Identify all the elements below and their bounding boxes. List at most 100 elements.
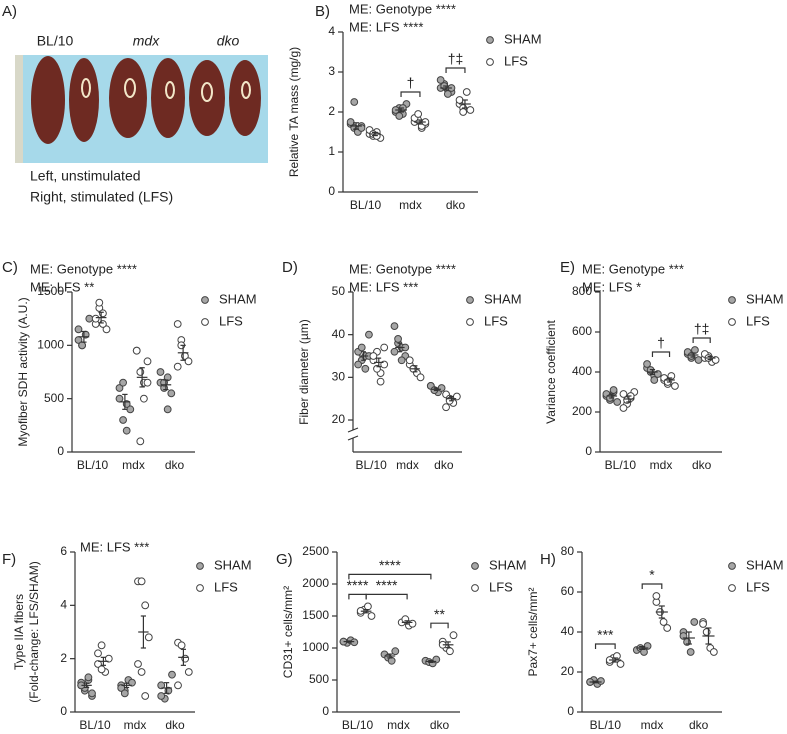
- y-tick-label: 500: [309, 672, 329, 686]
- data-point: [686, 648, 695, 656]
- significance-label: ****: [347, 577, 369, 593]
- data-point: [390, 347, 399, 356]
- y-axis-label: Type IIA fibers: [12, 594, 26, 670]
- x-tick-label: mdx: [387, 718, 410, 732]
- legend-label: LFS: [484, 313, 508, 328]
- data-point: [134, 660, 142, 668]
- significance-bracket: [348, 593, 367, 600]
- data-point: [173, 320, 182, 328]
- significance-label: ****: [376, 577, 398, 593]
- x-tick-label: BL/10: [605, 458, 637, 472]
- legend-marker: [728, 562, 736, 570]
- legend-label: LFS: [214, 579, 238, 594]
- y-tick-label: 80: [561, 544, 575, 558]
- data-point: [609, 386, 618, 394]
- y-tick-label: 40: [332, 327, 346, 341]
- significance-bracket: [400, 91, 421, 97]
- data-point: [102, 325, 111, 334]
- significance-bracket: [445, 67, 466, 73]
- y-tick-label: 60: [561, 584, 575, 598]
- data-point: [354, 360, 363, 369]
- data-point: [390, 322, 399, 331]
- x-tick-label: dko: [165, 458, 185, 472]
- data-point: [157, 692, 166, 700]
- data-point: [436, 76, 445, 84]
- data-point: [394, 335, 402, 343]
- annotation: ME: LFS *: [582, 279, 641, 294]
- x-tick-label: mdx: [124, 718, 147, 732]
- panel: C) ME: Genotype **** ME: LFS ** 0 500 1000 150…: [2, 259, 257, 472]
- data-point: [391, 647, 400, 656]
- annotation: ME: LFS ****: [349, 19, 423, 34]
- panel: B) ME: Genotype **** ME: LFS **** 0 1 2 3 4 Rela…: [287, 1, 541, 212]
- x-tick-label: dko: [446, 198, 466, 212]
- data-point: [357, 343, 366, 352]
- legend-marker: [486, 58, 494, 66]
- x-tick-label: BL/10: [342, 718, 374, 732]
- data-point: [119, 378, 127, 387]
- y-tick-label: 50: [332, 284, 346, 298]
- data-point: [364, 602, 372, 611]
- legend-marker: [471, 562, 479, 570]
- data-point: [137, 668, 146, 676]
- data-point: [652, 592, 661, 600]
- y-axis-label: CD31+ cells/mm²: [281, 586, 295, 678]
- legend-marker: [471, 584, 479, 592]
- significance-bracket: [365, 593, 408, 600]
- caption: Left, unstimulated: [30, 168, 141, 184]
- panel: F) ME: LFS *** 0 2 4 6 Type IIA fibers (Fold-ch…: [2, 539, 252, 732]
- legend-marker: [486, 36, 494, 44]
- legend-label: SHAM: [504, 31, 542, 46]
- axis-break: [347, 427, 359, 433]
- data-point: [405, 356, 414, 365]
- y-axis-label: Pax7+ cells/mm²: [526, 587, 540, 676]
- data-point: [449, 631, 458, 640]
- data-point: [132, 346, 141, 355]
- photo-panel: A) BL/10 mdx dko Left, unstimulated Righ…: [2, 3, 268, 205]
- legend-label: LFS: [489, 579, 513, 594]
- legend-label: SHAM: [746, 557, 784, 572]
- data-point: [141, 601, 150, 610]
- y-tick-label: 200: [572, 404, 592, 418]
- y-tick-label: 20: [332, 412, 346, 426]
- data-point: [74, 325, 83, 334]
- significance-label: †‡: [694, 321, 710, 337]
- y-tick-label: 2500: [302, 544, 329, 558]
- data-point: [143, 357, 152, 366]
- x-tick-label: mdx: [122, 458, 145, 472]
- y-tick-label: 1500: [37, 284, 64, 298]
- x-tick-label: BL/10: [79, 718, 111, 732]
- significance-bracket: [651, 351, 671, 357]
- panel-label: F): [2, 551, 16, 568]
- legend-marker: [728, 296, 736, 304]
- data-point: [346, 118, 355, 126]
- data-point: [104, 654, 113, 663]
- data-point: [174, 681, 182, 690]
- panel-label: D): [282, 259, 298, 276]
- annotation: ME: LFS ***: [349, 279, 418, 294]
- y-tick-label: 0: [585, 444, 592, 458]
- panel-label: B): [315, 3, 330, 20]
- data-point: [619, 404, 628, 412]
- panel-label: A): [2, 3, 17, 20]
- data-point: [122, 426, 131, 435]
- strain-label: mdx: [133, 33, 160, 49]
- data-point: [137, 577, 146, 586]
- data-point: [408, 619, 417, 628]
- data-point: [380, 343, 389, 352]
- significance-label: ***: [597, 627, 614, 643]
- data-point: [94, 649, 102, 658]
- data-point: [361, 364, 370, 373]
- panel-label: E): [560, 259, 575, 276]
- data-point: [437, 384, 446, 392]
- y-tick-label: 0: [567, 704, 574, 718]
- y-tick-label: 0: [57, 444, 64, 458]
- x-tick-label: dko: [689, 718, 709, 732]
- x-tick-label: mdx: [399, 198, 422, 212]
- data-point: [156, 368, 165, 376]
- data-point: [115, 384, 124, 392]
- y-tick-label: 800: [572, 284, 592, 298]
- data-point: [97, 665, 106, 674]
- legend-label: SHAM: [489, 557, 527, 572]
